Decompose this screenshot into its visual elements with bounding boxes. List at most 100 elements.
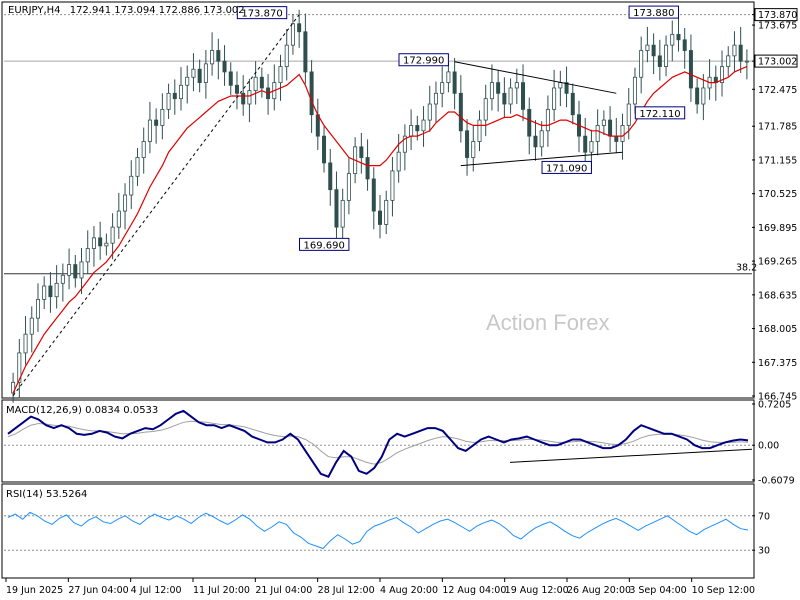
candle-body: [651, 44, 656, 57]
candle-body: [402, 135, 407, 153]
candle-body: [384, 199, 389, 225]
price-tick-label: 168.635: [758, 290, 797, 301]
candle-body: [608, 119, 613, 137]
candle-body: [241, 92, 246, 105]
candle-body: [297, 23, 302, 33]
candle-body: [54, 282, 59, 298]
symbol-header: EURJPY,H4 172.941 173.094 172.886 173.00…: [8, 5, 245, 16]
candle-body: [527, 108, 532, 137]
candle-body: [334, 189, 339, 228]
macd-title: MACD(12,26,9) 0.0834 0.0533: [6, 405, 158, 416]
time-tick-label: 19 Jun 2025: [6, 585, 63, 596]
candle-body: [601, 119, 606, 126]
candle-body: [67, 264, 72, 276]
price-annotation-box: [236, 6, 288, 20]
macd-tick-label: 0.7205: [758, 400, 791, 411]
candle-body: [172, 92, 177, 100]
macd-trendline: [509, 448, 753, 463]
price-layer: 38.2 173.870 173.880 172.990 172.110 171.090 1…: [4, 5, 798, 403]
price-tick-label: 171.785: [758, 122, 797, 133]
fib-level-label: 38.2: [736, 263, 757, 274]
candle-body: [166, 92, 171, 110]
candle-body: [17, 352, 22, 383]
time-tick-label: 26 Aug 20:00: [567, 585, 631, 596]
symbol-label: EURJPY,H4: [8, 5, 61, 16]
time-tick-label: 11 Jul 20:00: [193, 585, 250, 596]
candle-body: [409, 125, 414, 137]
candle-body: [446, 71, 451, 84]
candle-body: [185, 76, 190, 86]
price-annotation-box: [628, 5, 679, 19]
candle-body: [732, 44, 737, 57]
price-annotation-box: [398, 53, 449, 67]
candle-body: [570, 92, 575, 116]
candle-body: [396, 151, 401, 172]
candle-body: [141, 141, 146, 158]
candle-body: [489, 82, 494, 100]
candle-body: [632, 76, 637, 105]
candle-body: [664, 44, 669, 67]
candle-body: [583, 135, 588, 153]
candle-body: [496, 82, 501, 94]
time-tick-label: 4 Jul 12:00: [131, 585, 182, 596]
price-annotation-box: [299, 237, 350, 251]
candle-body: [639, 50, 644, 78]
candle-body: [545, 108, 550, 132]
candle-body: [91, 237, 96, 249]
candle-body: [670, 34, 675, 46]
candle-body: [688, 50, 693, 89]
candle-body: [346, 173, 351, 201]
time-tick-label: 28 Jul 12:00: [318, 585, 375, 596]
candle-body: [645, 44, 650, 51]
candle-body: [539, 130, 544, 148]
price-tick-label: 169.895: [758, 223, 797, 234]
candle-body: [253, 76, 258, 92]
macd-layer: 0.7205 0.00 -0.6079: [4, 400, 795, 487]
candle-body: [365, 157, 370, 180]
candle-body: [359, 146, 364, 158]
macd-line: [7, 409, 749, 478]
candle-body: [104, 242, 109, 247]
candle-body: [415, 125, 420, 132]
candle-body: [421, 119, 426, 132]
candle-body: [377, 210, 382, 225]
time-tick-label: 19 Aug 12:00: [505, 585, 569, 596]
candle-body: [682, 39, 687, 51]
candle-body: [222, 60, 227, 73]
candle-body: [191, 68, 196, 78]
triangle-lower-line: [460, 151, 623, 167]
candle-body: [533, 135, 538, 148]
candle-body: [564, 82, 569, 94]
candle-body: [210, 50, 215, 65]
candle-body: [278, 66, 283, 84]
watermark: Action Forex: [486, 310, 610, 335]
candle-body: [738, 44, 743, 62]
candle-body: [465, 130, 470, 158]
candle-body: [290, 23, 295, 46]
candle-body: [284, 44, 289, 67]
price-tick-label: 173.870: [758, 10, 797, 21]
candle-body: [35, 298, 40, 319]
candle-body: [179, 84, 184, 100]
price-annotation-box: [634, 106, 686, 120]
price-annotation-label: 173.870: [241, 9, 282, 20]
price-annotation-label: 172.110: [639, 109, 680, 120]
price-tick-label: 168.005: [758, 324, 797, 335]
price-axis-box: [754, 54, 798, 68]
time-tick-label: 3 Sep 04:00: [629, 585, 686, 596]
price-annotation-label: 172.990: [403, 56, 444, 67]
candle-body: [85, 248, 90, 263]
candle-body: [23, 333, 28, 354]
candle-body: [657, 55, 662, 67]
candle-body: [309, 71, 314, 116]
candle-body: [234, 84, 239, 94]
candle-body: [502, 92, 507, 105]
candle-body: [340, 199, 345, 228]
rising-trendline: [12, 14, 300, 397]
candle-body: [160, 108, 165, 126]
candle-body: [322, 135, 327, 164]
axis-layer: 19 Jun 2025 27 Jun 04:00 4 Jul 12:00 11 Jul…: [5, 578, 755, 596]
triangle-upper-line: [454, 61, 617, 94]
candle-body: [29, 317, 34, 335]
